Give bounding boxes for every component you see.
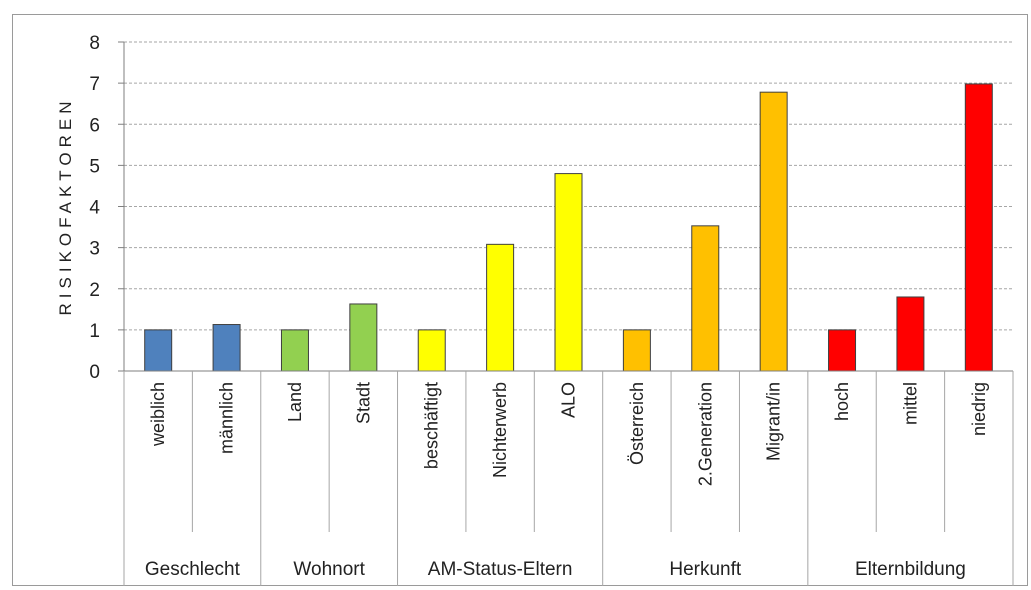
y-tick-label: 5	[89, 156, 100, 177]
bar-0	[144, 329, 173, 372]
y-axis-label: RISIKOFAKTOREN	[56, 97, 75, 316]
category-label: hoch	[832, 382, 852, 421]
category-label: Migrant/in	[764, 382, 784, 461]
bar-12	[964, 83, 993, 372]
bar-7	[622, 329, 651, 372]
category-label: Land	[285, 382, 305, 422]
category-label: 2.Generation	[695, 382, 715, 486]
bar-1	[212, 324, 241, 372]
bar-5	[486, 243, 515, 372]
group-label: Wohnort	[293, 559, 365, 580]
bars	[144, 83, 993, 372]
bar-6	[554, 173, 583, 372]
group-label: Geschlecht	[145, 559, 241, 580]
chart-frame	[12, 14, 1028, 586]
group-label: Elternbildung	[855, 559, 966, 580]
category-label: mittel	[900, 382, 920, 425]
category-labels: weiblich männlich Land Stadt beschäftigt Nich…	[148, 382, 989, 486]
category-label: beschäftigt	[422, 382, 442, 469]
bar-11	[896, 296, 925, 372]
group-label: Herkunft	[669, 559, 742, 580]
y-tick-label: 8	[89, 33, 100, 54]
y-tick-label: 2	[89, 280, 100, 301]
group-labels: Geschlecht Wohnort AM-Status-Eltern Herkunf…	[145, 559, 966, 580]
category-label: Österreich	[627, 382, 647, 465]
category-label: männlich	[217, 382, 237, 454]
bar-4	[417, 329, 446, 372]
y-tick-label: 1	[89, 321, 100, 342]
category-label: Nichterwerb	[490, 382, 510, 478]
bar-2	[280, 329, 309, 372]
category-label: niedrig	[969, 382, 989, 436]
y-tick-label: 7	[89, 74, 100, 95]
category-label: Stadt	[353, 382, 373, 424]
gridlines	[124, 41, 1013, 331]
y-tick-label: 3	[89, 239, 100, 260]
category-label: ALO	[559, 382, 579, 418]
category-label: weiblich	[148, 382, 168, 447]
bar-8	[691, 225, 720, 372]
bar-3	[349, 303, 378, 372]
bar-9	[759, 91, 788, 372]
bar-10	[828, 329, 857, 372]
y-tick-label: 4	[89, 198, 100, 219]
y-tick-label: 6	[89, 115, 100, 136]
y-tick-labels: 0 1 2 3 4 5 6 7 8	[89, 33, 100, 383]
axes	[118, 41, 1014, 586]
y-tick-label: 0	[89, 362, 100, 383]
group-label: AM-Status-Eltern	[428, 559, 573, 580]
